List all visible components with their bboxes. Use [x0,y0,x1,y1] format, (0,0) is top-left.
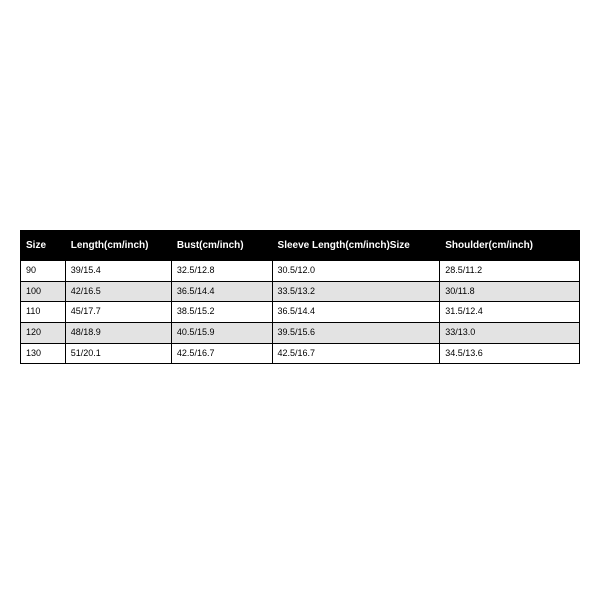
cell: 33/13.0 [440,323,580,344]
size-chart-table: Size Length(cm/inch) Bust(cm/inch) Sleev… [20,230,580,364]
cell: 130 [21,343,66,364]
table-row: 120 48/18.9 40.5/15.9 39.5/15.6 33/13.0 [21,323,580,344]
cell: 30/11.8 [440,281,580,302]
cell: 100 [21,281,66,302]
table-row: 110 45/17.7 38.5/15.2 36.5/14.4 31.5/12.… [21,302,580,323]
cell: 36.5/14.4 [272,302,440,323]
size-chart-container: Size Length(cm/inch) Bust(cm/inch) Sleev… [20,230,580,364]
cell: 42.5/16.7 [272,343,440,364]
table-row: 100 42/16.5 36.5/14.4 33.5/13.2 30/11.8 [21,281,580,302]
cell: 45/17.7 [65,302,171,323]
table-row: 130 51/20.1 42.5/16.7 42.5/16.7 34.5/13.… [21,343,580,364]
cell: 34.5/13.6 [440,343,580,364]
cell: 120 [21,323,66,344]
header-row: Size Length(cm/inch) Bust(cm/inch) Sleev… [21,231,580,261]
cell: 36.5/14.4 [171,281,272,302]
cell: 38.5/15.2 [171,302,272,323]
cell: 42/16.5 [65,281,171,302]
cell: 39.5/15.6 [272,323,440,344]
cell: 30.5/12.0 [272,261,440,282]
cell: 31.5/12.4 [440,302,580,323]
cell: 32.5/12.8 [171,261,272,282]
header-shoulder: Shoulder(cm/inch) [440,231,580,261]
header-length: Length(cm/inch) [65,231,171,261]
cell: 42.5/16.7 [171,343,272,364]
table-row: 90 39/15.4 32.5/12.8 30.5/12.0 28.5/11.2 [21,261,580,282]
header-bust: Bust(cm/inch) [171,231,272,261]
cell: 48/18.9 [65,323,171,344]
cell: 33.5/13.2 [272,281,440,302]
cell: 28.5/11.2 [440,261,580,282]
cell: 110 [21,302,66,323]
cell: 90 [21,261,66,282]
header-sleeve: Sleeve Length(cm/inch)Size [272,231,440,261]
cell: 40.5/15.9 [171,323,272,344]
cell: 39/15.4 [65,261,171,282]
header-size: Size [21,231,66,261]
cell: 51/20.1 [65,343,171,364]
